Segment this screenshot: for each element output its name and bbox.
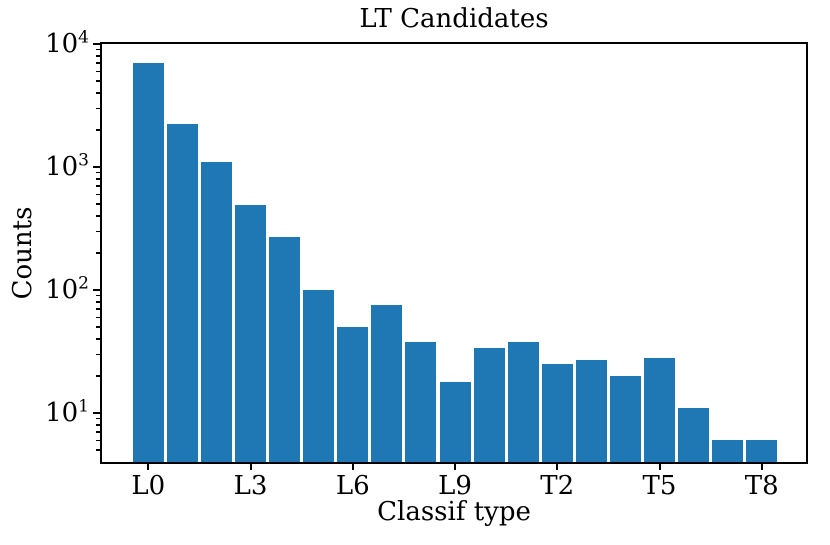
x-axis-label: Classif type (377, 497, 531, 527)
y-minor-tick-mark (96, 353, 100, 356)
y-tick-label: 103 (45, 150, 89, 183)
bar-L7 (371, 305, 403, 462)
y-minor-tick-mark (96, 424, 100, 426)
y-minor-tick-mark (96, 193, 100, 196)
bar-T7 (712, 440, 744, 462)
chart-title: LT Candidates (359, 4, 549, 34)
bar-L0 (132, 63, 164, 462)
y-tick-label: 102 (45, 273, 89, 306)
y-minor-tick-mark (96, 294, 100, 297)
bar-T3 (575, 359, 607, 462)
y-minor-tick-mark (96, 171, 100, 174)
y-minor-tick-mark (96, 62, 100, 64)
y-minor-tick-mark (96, 252, 100, 254)
y-minor-tick-mark (96, 316, 100, 319)
y-minor-tick-mark (96, 375, 100, 377)
x-tick-label: T5 (642, 471, 677, 501)
y-tick-label: 101 (45, 396, 89, 429)
y-minor-tick-mark (96, 431, 100, 433)
y-minor-tick-mark (96, 301, 100, 303)
x-tick-label: L9 (438, 471, 472, 501)
y-tick-label: 104 (45, 27, 89, 59)
bar-L5 (303, 290, 335, 462)
y-minor-tick-mark (96, 439, 100, 442)
x-tick-label: T8 (744, 471, 779, 501)
y-minor-tick-mark (96, 178, 100, 180)
plot-area (100, 42, 808, 464)
bar-T8 (746, 440, 778, 462)
y-minor-tick-mark (96, 417, 100, 420)
y-minor-tick-mark (96, 203, 100, 205)
x-tick-label: L0 (131, 471, 166, 501)
x-tick-mark (351, 464, 354, 470)
y-minor-tick-mark (96, 80, 100, 82)
bar-T2 (541, 364, 573, 462)
x-tick-label: L3 (233, 471, 268, 501)
x-tick-mark (147, 464, 150, 470)
x-tick-mark (760, 464, 763, 470)
y-minor-tick-mark (96, 55, 100, 57)
x-tick-label: L6 (335, 471, 370, 501)
y-minor-tick-mark (96, 185, 100, 187)
bar-T6 (678, 407, 710, 462)
y-minor-tick-mark (96, 449, 100, 451)
x-tick-mark (454, 464, 457, 470)
y-tick-mark (93, 289, 100, 292)
bar-T5 (644, 358, 675, 462)
x-tick-mark (658, 464, 661, 470)
bar-L6 (337, 327, 369, 462)
y-tick-mark (93, 166, 100, 169)
y-tick-mark (93, 43, 100, 45)
bar-T4 (609, 376, 641, 462)
bar-L2 (200, 161, 232, 462)
y-minor-tick-mark (96, 215, 100, 217)
x-tick-mark (556, 464, 559, 470)
bar-L3 (235, 205, 267, 462)
x-tick-label: T2 (540, 471, 575, 501)
x-tick-mark (249, 464, 252, 470)
bar-L9 (439, 381, 471, 462)
y-minor-tick-mark (96, 230, 100, 233)
y-minor-tick-mark (96, 308, 100, 310)
y-minor-tick-mark (96, 92, 100, 94)
y-minor-tick-mark (96, 107, 100, 110)
bar-T0 (473, 347, 505, 462)
y-minor-tick-mark (96, 129, 100, 131)
bar-L4 (269, 236, 301, 462)
y-minor-tick-mark (96, 48, 100, 51)
y-minor-tick-mark (96, 326, 100, 328)
y-minor-tick-mark (96, 338, 100, 340)
y-minor-tick-mark (96, 70, 100, 73)
bar-L8 (405, 341, 437, 462)
bar-L1 (166, 123, 198, 462)
bar-T1 (507, 341, 539, 462)
y-tick-mark (93, 412, 100, 415)
